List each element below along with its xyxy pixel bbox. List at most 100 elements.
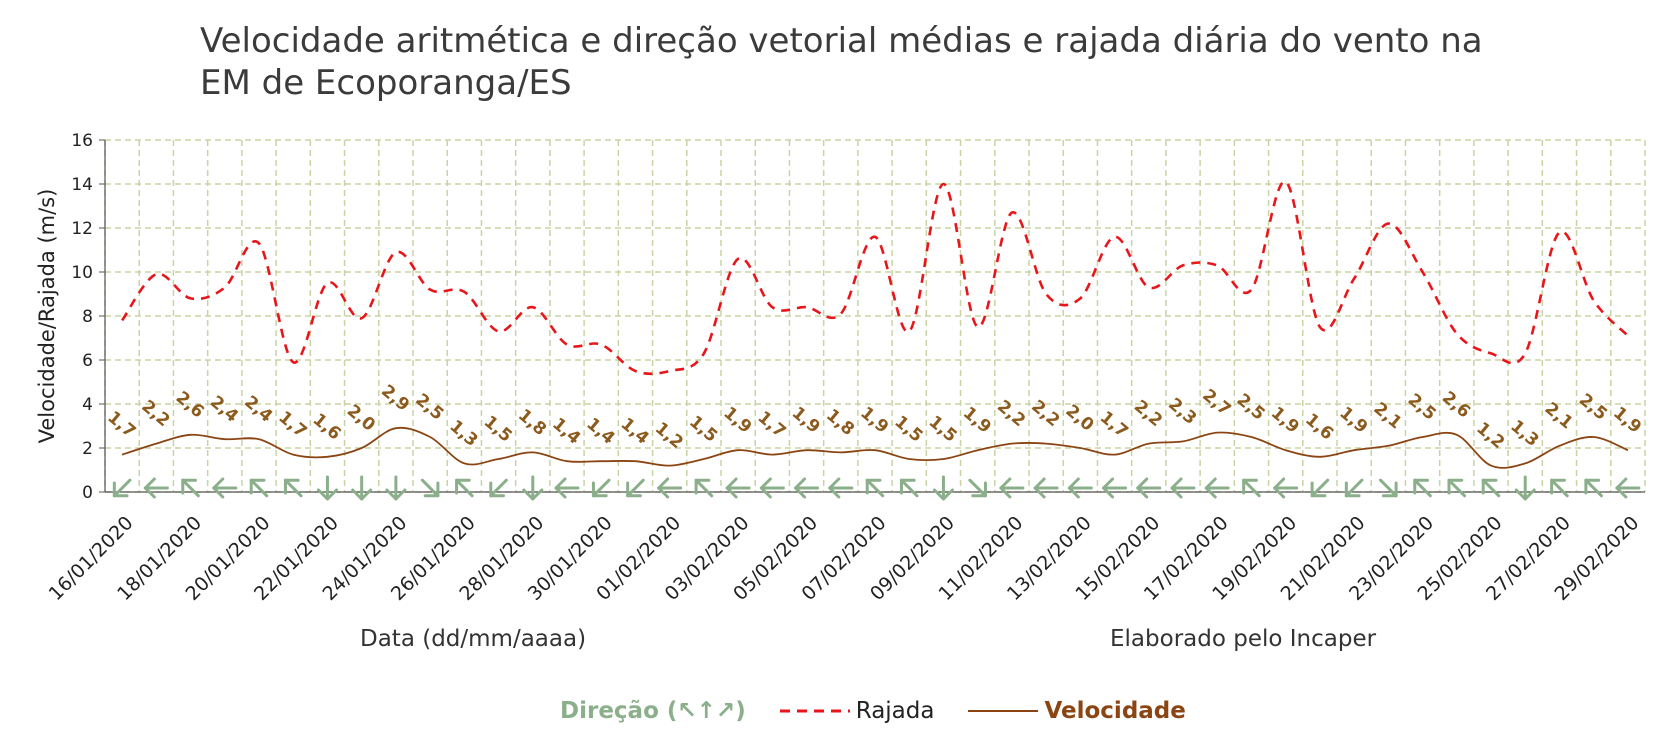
speed-data-label: 2,5 xyxy=(411,390,447,425)
speed-data-label: 2,5 xyxy=(1233,390,1269,425)
direction-arrow-icon xyxy=(522,475,544,501)
direction-arrow-shaft xyxy=(112,478,132,498)
direction-arrow-icon xyxy=(1170,477,1196,499)
speed-data-label: 2,6 xyxy=(1438,388,1474,423)
direction-arrow-shaft xyxy=(1310,478,1330,498)
speed-data-label: 2,2 xyxy=(993,396,1029,431)
direction-arrow-icon xyxy=(1067,477,1093,499)
direction-arrow-head xyxy=(1204,477,1217,499)
direction-arrow-icon xyxy=(932,475,954,501)
speed-data-label: 2,2 xyxy=(138,396,174,431)
direction-arrow-head xyxy=(626,481,642,498)
direction-arrow-head xyxy=(316,488,338,501)
direction-arrow-head xyxy=(1344,481,1361,498)
direction-arrow-shaft xyxy=(591,478,611,498)
direction-arrow-icon xyxy=(420,478,440,498)
direction-arrow-shaft xyxy=(249,478,269,498)
y-axis-label: Velocidade/Rajada (m/s) xyxy=(35,189,59,444)
direction-arrow-head xyxy=(181,478,198,495)
speed-data-label: 1,5 xyxy=(685,412,721,447)
direction-arrow-icon xyxy=(1379,478,1398,498)
direction-arrow-head xyxy=(1584,478,1601,495)
speed-data-label: 1,9 xyxy=(1267,403,1303,438)
direction-arrow-icon xyxy=(1550,478,1569,498)
y-tick-label: 12 xyxy=(71,219,93,239)
direction-arrow-head xyxy=(423,481,440,498)
direction-arrow-shaft xyxy=(420,478,440,498)
direction-arrow-icon xyxy=(1584,478,1603,498)
legend-speed-swatch xyxy=(968,710,1039,712)
direction-arrow-shaft xyxy=(1379,478,1398,498)
direction-arrow-icon xyxy=(1273,477,1299,499)
direction-arrow-shaft xyxy=(865,478,885,498)
direction-arrow-icon xyxy=(1481,478,1501,498)
speed-data-label: 1,9 xyxy=(788,403,824,438)
direction-arrow-head xyxy=(1514,488,1536,501)
direction-arrow-shaft xyxy=(1481,478,1501,498)
y-tick-label: 8 xyxy=(82,307,93,327)
direction-arrow-shaft xyxy=(1550,478,1569,498)
direction-arrow-icon xyxy=(794,477,820,499)
direction-arrow-head xyxy=(971,481,987,498)
y-tick-label: 4 xyxy=(82,395,93,415)
legend-item-direction: Direção (↖↑↗) xyxy=(560,698,746,724)
direction-arrow-icon xyxy=(1615,477,1641,499)
direction-arrow-icon xyxy=(385,475,407,501)
legend-item-gust: Rajada xyxy=(779,698,935,724)
legend-direction-label: Direção (↖↑↗) xyxy=(560,698,746,724)
direction-arrow-icon xyxy=(554,477,580,499)
direction-arrow-icon xyxy=(181,478,200,498)
direction-arrow-head xyxy=(1413,478,1430,495)
direction-arrow-icon xyxy=(1514,475,1536,501)
speed-data-label: 1,5 xyxy=(925,412,961,447)
direction-arrow-shaft xyxy=(626,478,645,498)
direction-arrow-shaft xyxy=(1242,478,1261,498)
direction-arrow-icon xyxy=(1136,477,1162,499)
direction-arrow-head xyxy=(1136,477,1149,499)
speed-data-label: 1,8 xyxy=(822,405,858,440)
direction-arrow-head xyxy=(212,477,225,499)
direction-arrow-icon xyxy=(828,477,854,499)
direction-arrow-icon xyxy=(1242,478,1261,498)
direction-arrow-icon xyxy=(759,477,785,499)
direction-arrow-head xyxy=(759,477,772,499)
direction-arrow-head xyxy=(794,477,807,499)
direction-arrow-icon xyxy=(694,478,714,498)
direction-arrow-head xyxy=(1170,477,1183,499)
y-tick-label: 10 xyxy=(71,263,93,283)
y-tick-label: 2 xyxy=(82,439,93,459)
direction-arrow-head xyxy=(1102,477,1115,499)
speed-data-label: 2,2 xyxy=(1027,396,1063,431)
legend-gust-label: Rajada xyxy=(855,698,935,724)
direction-arrow-icon xyxy=(316,475,338,501)
direction-arrow-head xyxy=(899,478,916,495)
direction-arrow-icon xyxy=(455,478,474,498)
speed-data-label: 2,7 xyxy=(1198,385,1234,420)
direction-arrow-icon xyxy=(351,475,373,501)
speed-data-label: 2,4 xyxy=(206,392,242,427)
series-line-rajada xyxy=(121,180,1629,376)
direction-arrow-icon xyxy=(1344,478,1364,498)
direction-arrow-head xyxy=(249,478,266,495)
direction-arrow-head xyxy=(865,478,882,495)
speed-data-label: 1,5 xyxy=(890,412,926,447)
direction-arrow-head xyxy=(1550,478,1566,495)
series-line-velocidade xyxy=(121,426,1629,469)
direction-arrow-icon xyxy=(112,478,132,498)
direction-arrow-shaft xyxy=(968,478,987,498)
direction-arrow-icon xyxy=(143,477,169,499)
direction-arrow-head xyxy=(999,477,1012,499)
direction-arrow-head xyxy=(694,478,711,495)
direction-arrow-icon xyxy=(1310,478,1330,498)
direction-arrow-icon xyxy=(1204,477,1230,499)
speed-data-label: 1,6 xyxy=(1301,410,1337,445)
direction-arrow-icon xyxy=(591,478,611,498)
direction-arrow-head xyxy=(554,477,567,499)
credit-text: Elaborado pelo Incaper xyxy=(1110,626,1377,652)
speed-data-label: 1,3 xyxy=(446,416,482,451)
speed-data-label: 1,9 xyxy=(1335,403,1371,438)
speed-data-label: 2,9 xyxy=(377,381,413,416)
speed-data-label: 1,7 xyxy=(1096,407,1132,442)
speed-data-label: 1,6 xyxy=(309,410,345,445)
